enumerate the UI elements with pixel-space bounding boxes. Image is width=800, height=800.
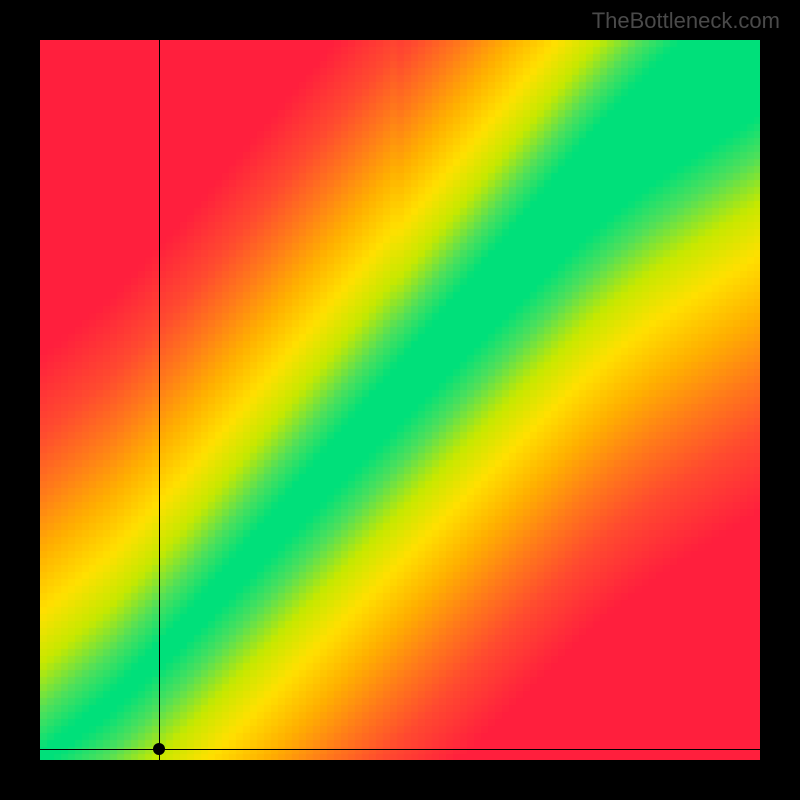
heatmap-canvas — [40, 40, 760, 760]
heatmap-plot — [40, 40, 760, 760]
crosshair-marker — [153, 743, 165, 755]
watermark-text: TheBottleneck.com — [592, 8, 780, 34]
crosshair-vertical — [159, 40, 160, 760]
crosshair-horizontal — [40, 749, 760, 750]
